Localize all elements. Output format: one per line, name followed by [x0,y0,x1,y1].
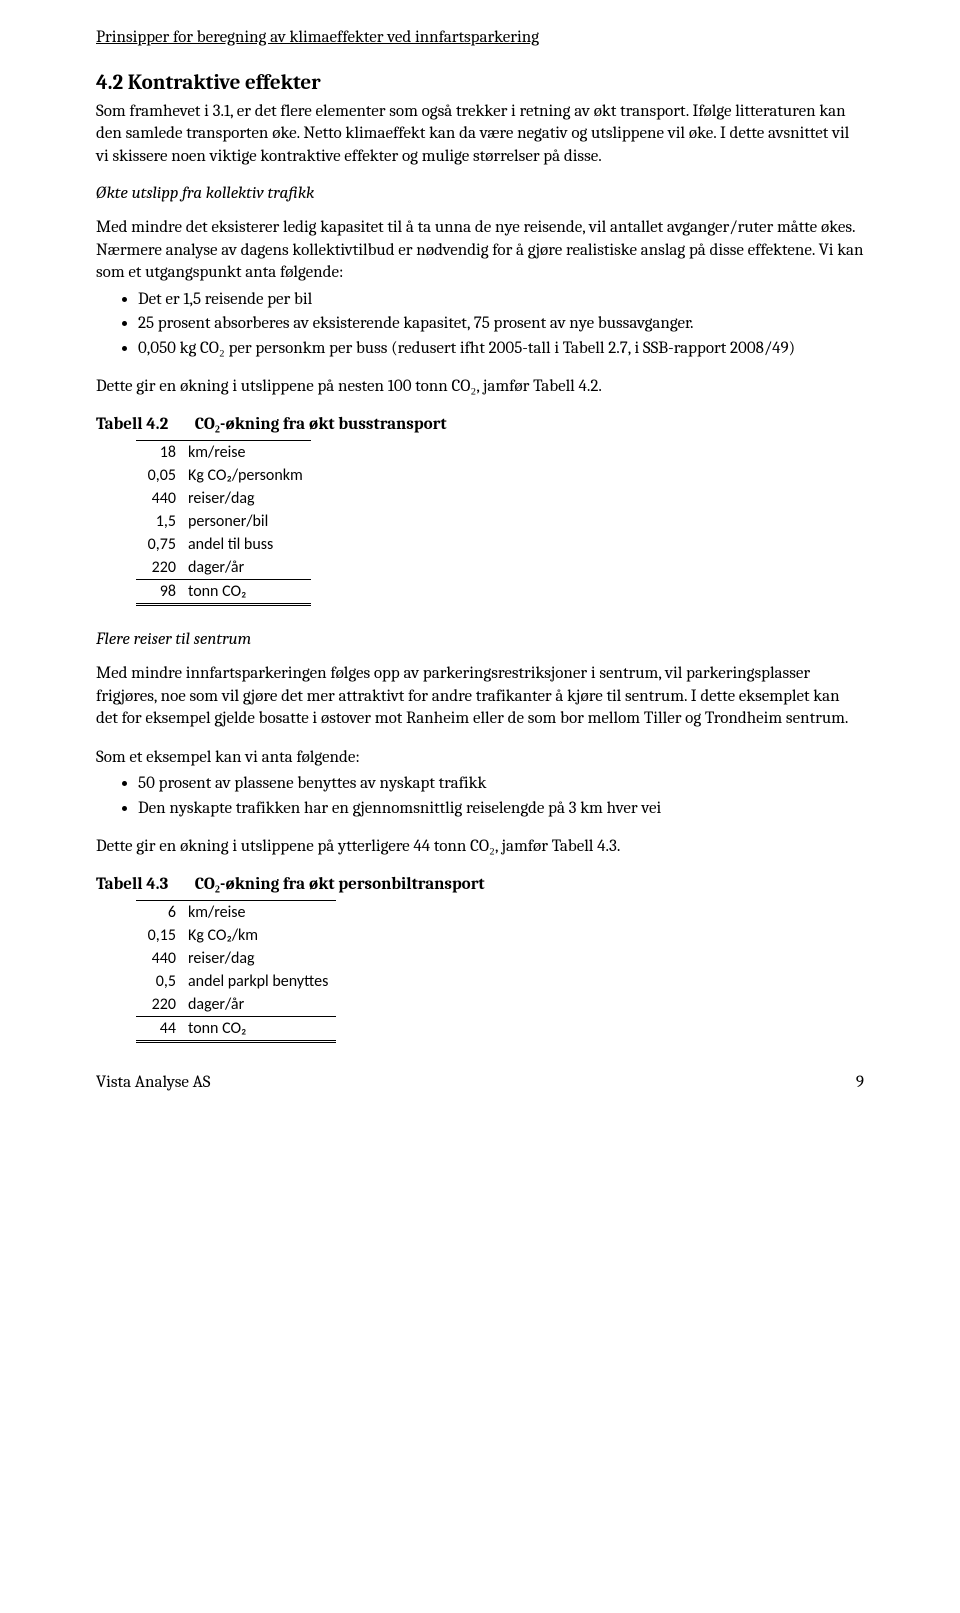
table-cell-unit: tonn CO₂ [184,580,311,605]
footer-page-number: 9 [856,1073,864,1092]
table-cell-unit: reiser/dag [184,487,311,510]
table-cell-value: 220 [136,993,184,1017]
bullet-item: Den nyskapte trafikken har en gjennomsni… [138,798,864,820]
paragraph: Med mindre det eksisterer ledig kapasite… [96,217,864,284]
bullet-item: 0,050 kg CO₂ per personkm per buss (redu… [138,338,864,360]
bullet-item: 25 prosent absorberes av eksisterende ka… [138,313,864,335]
table-cell-value: 44 [136,1017,184,1042]
paragraph: Som et eksempel kan vi anta følgende: [96,747,864,769]
table-cell-value: 1,5 [136,510,184,533]
table-cell-unit: dager/år [184,556,311,580]
table-cell-unit: Kg CO₂/personkm [184,464,311,487]
table-cell-value: 0,05 [136,464,184,487]
table-cell-value: 18 [136,441,184,465]
section-heading: 4.2 Kontraktive effekter [96,71,864,95]
table-cell-value: 98 [136,580,184,605]
table-4-3-caption: Tabell 4.3 CO₂-økning fra økt personbilt… [96,874,864,894]
table-label: Tabell 4.3 [96,875,191,894]
table-4-3: 6 km/reise 0,15 Kg CO₂/km 440 reiser/dag… [136,900,336,1043]
table-cell-value: 0,5 [136,970,184,993]
table-cell-unit: tonn CO₂ [184,1017,336,1042]
table-cell-value: 220 [136,556,184,580]
subheading-italic-2: Flere reiser til sentrum [96,630,864,649]
table-cell-unit: dager/år [184,993,336,1017]
table-cell-unit: personer/bil [184,510,311,533]
table-cell-value: 0,75 [136,533,184,556]
bullet-item: Det er 1,5 reisende per bil [138,289,864,311]
table-4-2: 18 km/reise 0,05 Kg CO₂/personkm 440 rei… [136,440,311,606]
subheading-italic-1: Økte utslipp fra kollektiv trafikk [96,184,864,203]
table-4-2-caption: Tabell 4.2 CO₂-økning fra økt busstransp… [96,414,864,434]
page-container: Prinsipper for beregning av klimaeffekte… [0,0,960,1132]
table-cell-value: 6 [136,901,184,925]
table-cell-unit: km/reise [184,441,311,465]
bullet-item: 50 prosent av plassene benyttes av nyska… [138,773,864,795]
paragraph: Dette gir en økning i utslippene på nest… [96,376,864,398]
table-label: Tabell 4.2 [96,415,191,434]
table-cell-unit: andel parkpl benyttes [184,970,336,993]
bullet-list-1: Det er 1,5 reisende per bil 25 prosent a… [96,289,864,360]
table-title: CO₂-økning fra økt busstransport [195,415,447,434]
table-cell-value: 440 [136,947,184,970]
section-intro-paragraph: Som framhevet i 3.1, er det flere elemen… [96,101,864,168]
table-cell-unit: andel til buss [184,533,311,556]
table-cell-value: 440 [136,487,184,510]
bullet-list-2: 50 prosent av plassene benyttes av nyska… [96,773,864,820]
paragraph: Med mindre innfartsparkeringen følges op… [96,663,864,730]
table-title: CO₂-økning fra økt personbiltransport [195,875,485,894]
table-cell-unit: km/reise [184,901,336,925]
footer-left: Vista Analyse AS [96,1073,211,1092]
page-footer: Vista Analyse AS 9 [96,1073,864,1092]
paragraph: Dette gir en økning i utslippene på ytte… [96,836,864,858]
table-cell-unit: reiser/dag [184,947,336,970]
running-header: Prinsipper for beregning av klimaeffekte… [96,28,864,47]
table-cell-value: 0,15 [136,924,184,947]
table-cell-unit: Kg CO₂/km [184,924,336,947]
